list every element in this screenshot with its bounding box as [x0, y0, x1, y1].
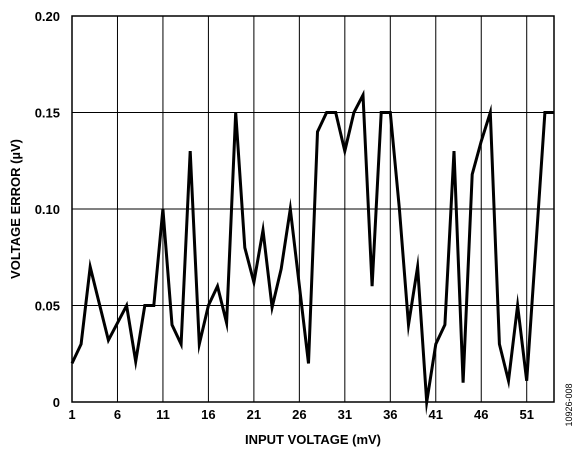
y-tick-label: 0.05 — [35, 299, 60, 314]
figure-id: 10926-008 — [564, 383, 574, 426]
x-tick-label: 41 — [429, 407, 443, 422]
series-group — [70, 89, 554, 416]
y-tick-label: 0.15 — [35, 106, 60, 121]
series-line-0 — [70, 89, 554, 416]
x-tick-label: 46 — [474, 407, 488, 422]
y-tick-label: 0.20 — [35, 9, 60, 24]
y-tick-label: 0 — [53, 395, 60, 410]
x-tick-label: 21 — [247, 407, 261, 422]
x-tick-label: 51 — [519, 407, 533, 422]
x-tick-label: 16 — [201, 407, 215, 422]
x-tick-label: 36 — [383, 407, 397, 422]
y-tick-label: 0.10 — [35, 202, 60, 217]
x-tick-label: 6 — [114, 407, 121, 422]
plot-frame — [71, 15, 555, 403]
x-tick-labels: 1 6 11 16 21 26 31 36 41 46 51 — [68, 407, 534, 422]
y-tick-labels: 0 0.05 0.10 0.15 0.20 — [35, 9, 60, 410]
x-tick-label: 1 — [68, 407, 75, 422]
x-tick-label: 26 — [292, 407, 306, 422]
x-tick-label: 11 — [156, 407, 170, 422]
x-axis-label: INPUT VOLTAGE (mV) — [245, 432, 381, 447]
x-tick-label: 31 — [338, 407, 352, 422]
y-axis-label: VOLTAGE ERROR (µV) — [8, 139, 23, 279]
